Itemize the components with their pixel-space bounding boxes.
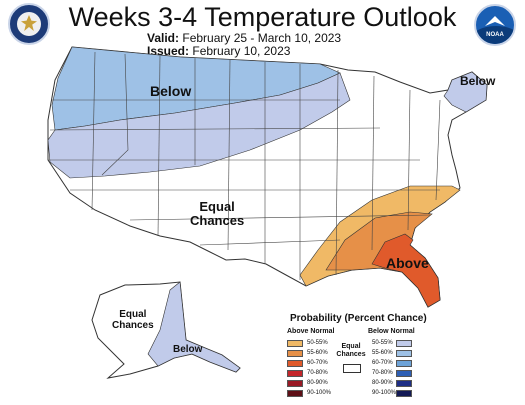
valid-label: Valid: <box>147 31 180 45</box>
legend-below-swatch <box>396 390 412 397</box>
below-alaska-region <box>147 281 241 373</box>
legend-above-swatch <box>287 350 303 357</box>
label-equal-conus-line1: Equal <box>199 199 235 214</box>
legend-below-swatch <box>396 360 412 367</box>
legend-above-label: 55-60% <box>307 349 328 356</box>
noaa-logo: NOAA <box>474 4 516 46</box>
issued-date: February 10, 2023 <box>192 44 291 58</box>
legend-below-label: 90-100% <box>372 389 397 396</box>
legend-below-label: 80-90% <box>372 379 393 386</box>
legend-below-swatch <box>396 380 412 387</box>
legend-below-label: 50-55% <box>372 339 393 346</box>
label-equal-alaska-line2: Chances <box>112 320 154 331</box>
valid-dates: February 25 - March 10, 2023 <box>182 31 342 45</box>
below-northeast-region <box>443 71 488 113</box>
noaa-logo-text: NOAA <box>486 32 504 38</box>
legend-above-label: 70-80% <box>307 369 328 376</box>
noaa-wave-shape <box>476 26 514 44</box>
legend-above-swatch <box>287 340 303 347</box>
label-below-northeast: Below <box>460 74 496 88</box>
label-above-southeast: Above <box>386 255 429 271</box>
label-equal-conus-line2: Chances <box>190 213 245 229</box>
legend-above-swatch <box>287 390 303 397</box>
label-below-northwest: Below <box>150 83 192 99</box>
below-50-55-region <box>47 72 351 179</box>
above-60-70-region <box>371 233 441 308</box>
state-borders <box>48 51 441 280</box>
legend-below-header: Below Normal <box>368 328 415 335</box>
legend-below-label: 55-60% <box>372 349 393 356</box>
legend-below-label: 60-70% <box>372 359 393 366</box>
legend-above-swatch <box>287 360 303 367</box>
legend-equal-chances-label: Equal Chances <box>336 343 366 358</box>
commerce-seal-logo <box>8 3 50 45</box>
legend-above-swatch <box>287 380 303 387</box>
legend-below-label: 70-80% <box>372 369 393 376</box>
legend-equal-chances-swatch <box>343 364 361 373</box>
legend-below-swatch <box>396 370 412 377</box>
legend-above-label: 80-90% <box>307 379 328 386</box>
valid-line: Valid: February 25 - March 10, 2023 <box>147 31 341 45</box>
legend-below-swatch <box>396 340 412 347</box>
label-equal-chances-alaska: Equal Chances <box>112 309 154 331</box>
legend-above-label: 60-70% <box>307 359 328 366</box>
legend-above-label: 50-55% <box>307 339 328 346</box>
legend-below-swatch <box>396 350 412 357</box>
legend-above-label: 90-100% <box>307 389 332 396</box>
legend-above-swatch <box>287 370 303 377</box>
legend-title: Probability (Percent Chance) <box>290 313 427 324</box>
legend-above-header: Above Normal <box>287 328 335 335</box>
label-equal-alaska-line1: Equal <box>119 309 147 320</box>
noaa-bird-icon <box>485 16 505 26</box>
legend-equal-line1: Equal <box>341 343 361 350</box>
legend-equal-line2: Chances <box>336 350 366 358</box>
label-below-alaska: Below <box>173 344 203 355</box>
label-equal-chances-conus: Equal Chances <box>190 199 245 229</box>
page-title: Weeks 3-4 Temperature Outlook <box>68 2 457 32</box>
